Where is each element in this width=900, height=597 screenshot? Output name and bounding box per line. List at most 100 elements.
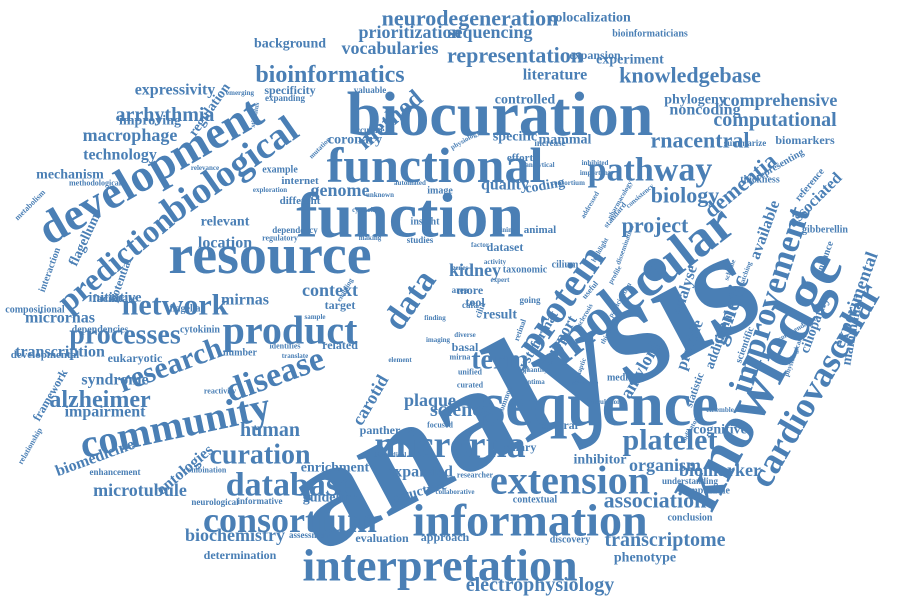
word-noncoding: noncoding [669,102,740,119]
word-rnacentral: rnacentral [651,128,750,153]
word-guideline: guideline [303,491,357,506]
word-example: example [262,165,298,176]
word-specific: specific [493,130,537,145]
word-pathway: pathway [588,152,713,189]
word-relevance: relevance [191,164,219,172]
word-platelet: platelet [623,424,718,457]
word-micrornas: micrornas [25,310,95,327]
word-literature: literature [523,67,588,84]
word-impairment: impairment [65,404,147,421]
word-bioinformaticians: bioinformaticians [612,29,688,40]
word-data: data [376,263,443,337]
word-flagella: flagella [169,304,200,315]
word-computational: computational [713,109,837,131]
word-science: science [430,399,490,421]
word-expressivity: expressivity [135,82,216,99]
word-going: going [519,295,541,305]
word-assessment: assessment [289,530,331,540]
word-studies: studies [407,235,434,245]
word-intima: intima [525,378,545,386]
word-computable: computable [680,486,731,497]
word-result: result [483,308,517,323]
word-evaluation: evaluation [355,531,409,545]
word-improving: improving [119,114,181,129]
word-thickness: thickness [740,175,780,186]
word-vocabularies: vocabularies [342,38,439,58]
word-dependency: dependency [272,225,318,235]
word-increase: increase [534,138,565,148]
word-cafa: cafa [462,300,478,310]
word-collaborative: collaborative [436,488,475,496]
word-human: human [240,419,300,441]
word-consortium: consortium [203,500,377,540]
word-exploration: exploration [253,186,287,194]
word-biomarkers: biomarkers [775,133,835,147]
word-enrichment: enrichment [301,461,370,476]
word-mirnas: mirnas [221,292,269,309]
word-coronary: coronary [328,133,382,148]
word-coding: coding [524,175,566,197]
word-diverse: diverse [454,331,475,339]
word-alzheimer: alzheimer [49,387,151,413]
word-regulatory: regulatory [262,234,298,243]
word-functional: functional [327,137,544,193]
word-expanding: expanding [265,93,306,103]
word-taxonomic: taxonomic [503,265,548,276]
word-identifies: identifies [269,342,300,351]
word-dependencies: dependencies [72,325,129,336]
word-database: database [226,467,354,504]
word-area: area [452,285,469,295]
word-compositional: compositional [5,305,65,316]
word-neurological: neurological [191,497,239,507]
word-phylogeny: phylogeny [664,93,725,108]
word-cytokinin: cytokinin [180,325,220,336]
word-enhancement: enhancement [90,467,141,477]
word-addressed: addressed [579,190,601,220]
word-number: number [223,348,257,359]
word-expanded: expanded [387,464,453,481]
word-knowledgebase: knowledgebase [619,63,761,88]
word-microtubule: microtubule [93,480,187,500]
word-initiative: initiative [89,291,142,306]
word-extension: extension [490,458,650,503]
word-analytical: analytical [525,161,554,169]
word-genes: genes [452,264,469,272]
word-inhibited: inhibited [582,159,609,167]
word-context: context [302,280,358,300]
word-microrna: microrna [374,424,525,466]
word-product: product [223,308,359,353]
word-phenotype: phenotype [614,551,676,566]
word-animal: animal [524,224,556,236]
word-cognitive: cognitive [693,423,747,438]
word-transcription: transcription [15,344,105,361]
word-different: different [280,195,321,207]
word-researcher: researcher [457,471,494,480]
word-experiment: experiment [596,53,664,68]
word-processes: processes [69,320,181,351]
word-relevant: relevant [201,215,250,230]
word-cytosolic: cytosolic [352,206,378,214]
word-discovery: discovery [550,535,591,546]
word-arrhythmia: arrhythmia [116,104,215,126]
word-syndrome: syndrome [81,372,148,389]
word-curation: curation [209,440,311,471]
word-approach: approach [421,530,470,544]
word-combination: combination [184,466,227,475]
word-representation: representation [447,43,583,68]
word-organism: organism [629,455,701,475]
word-specificity: specificity [264,83,315,97]
word-location: location [198,235,252,252]
word-transcriptome: transcriptome [604,529,725,551]
word-related: related [322,338,358,352]
word-unified: unified [458,368,483,377]
word-background: background [254,37,326,52]
word-accurate: accurate [352,125,385,135]
word-expansion: expansion [569,48,621,62]
word-mining: mining [494,226,516,234]
word-determination: determination [204,548,277,562]
word-sequence: sequence [481,371,719,439]
word-biology: biology [651,183,719,208]
word-expert: expert [490,276,510,284]
word-finding: finding [424,314,446,322]
